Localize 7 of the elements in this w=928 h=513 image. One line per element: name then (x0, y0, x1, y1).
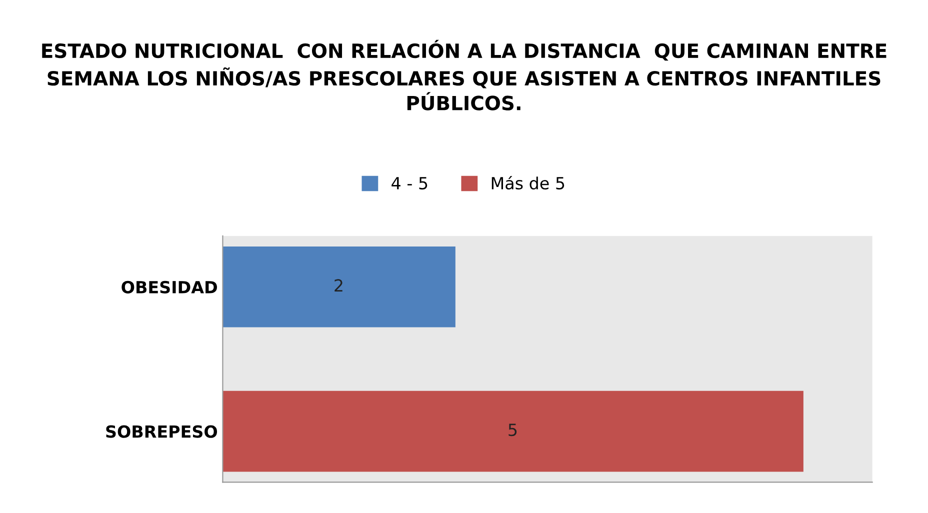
y-tick-label: OBESIDAD (122, 280, 217, 294)
legend-label: Más de 5 (492, 176, 564, 190)
legend-label: 4 - 5 (392, 177, 428, 190)
data-label: 5 (508, 424, 517, 436)
y-tick-label: SOBREPESO (106, 425, 218, 438)
chart-title: ESTADO NUTRICIONAL CON RELACIÓN A LA DISTANCIA QUE CAMINAN ENTRE SEMANA LOS NIÑOS/AS PRESCOLARES QUE ASISTEN A CENTROS INFANTILES PÚBLICOS. (42, 40, 886, 110)
data-label: 2 (334, 279, 342, 292)
